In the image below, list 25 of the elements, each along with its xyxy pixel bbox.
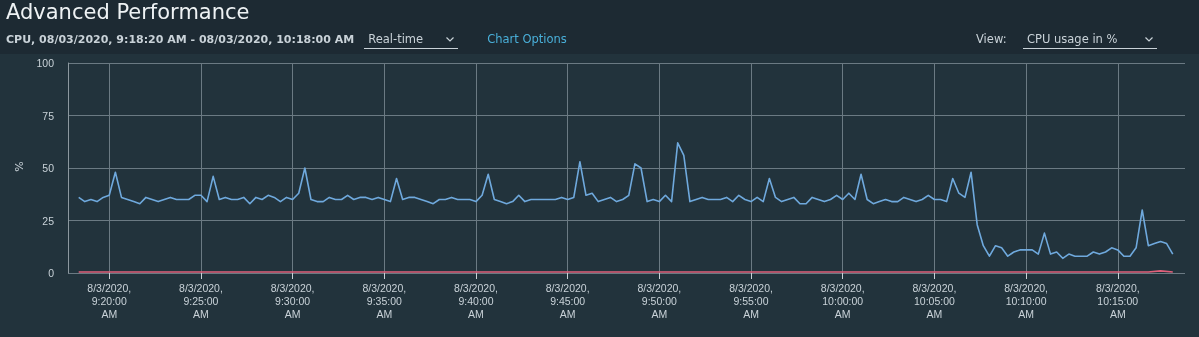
text: View:: [976, 32, 1007, 46]
y-tick-label: 25: [42, 214, 55, 227]
x-tick-label: 8/3/2020, 9:20:00 AM: [87, 281, 132, 320]
x-tick-label: 8/3/2020, 9:45:00 AM: [545, 281, 590, 320]
y-tick-label: 100: [36, 57, 55, 69]
text: CPU usage in %: [1027, 32, 1118, 46]
y-tick-label: 50: [42, 162, 55, 174]
x-tick-label: 8/3/2020, 10:00:00 AM: [820, 281, 865, 320]
x-tick-label: 8/3/2020, 9:55:00 AM: [729, 281, 773, 320]
x-tick-label: 8/3/2020, 9:35:00 AM: [362, 281, 407, 320]
x-tick-label: 8/3/2020, 9:50:00 AM: [637, 281, 682, 320]
chart-title: Advanced Performance: [6, 0, 250, 24]
x-tick-label: 8/3/2020, 10:05:00 AM: [912, 281, 957, 320]
x-tick-label: 8/3/2020, 9:30:00 AM: [270, 281, 315, 320]
y-axis-title: %: [12, 161, 26, 172]
y-tick-label: 0: [48, 267, 55, 279]
x-tick-label: 8/3/2020, 10:15:00 AM: [1095, 281, 1140, 320]
y-tick-label: 75: [42, 109, 55, 122]
x-tick-label: 8/3/2020, 10:10:00 AM: [1004, 281, 1048, 320]
line-series: [77, 142, 1174, 260]
x-tick-label: 8/3/2020, 9:40:00 AM: [454, 281, 498, 320]
text: Chart Options: [487, 32, 567, 46]
x-tick-label: 8/3/2020, 9:25:00 AM: [179, 281, 223, 320]
chart-subtitle: CPU, 08/03/2020, 9:18:20 AM - 08/03/2020, 10:18:00 AM: [6, 33, 355, 46]
text: Real-time: [368, 32, 424, 46]
